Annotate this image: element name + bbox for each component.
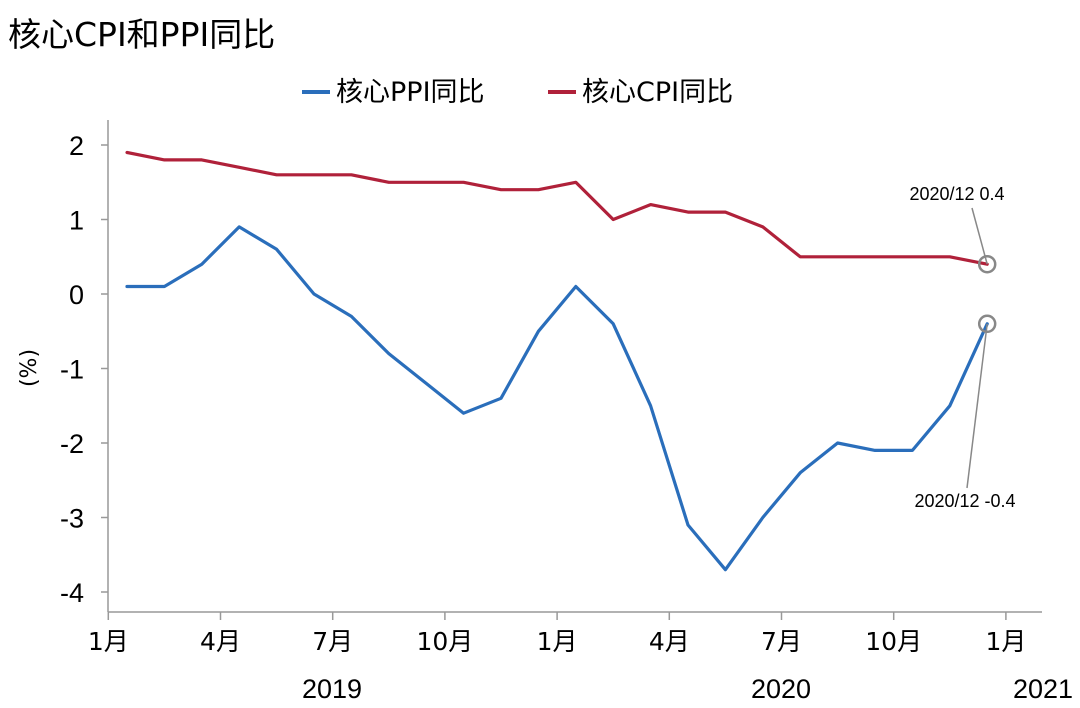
annotation-label: 2020/12 -0.4 xyxy=(914,491,1015,511)
legend-label-ppi: 核心PPI同比 xyxy=(336,77,485,108)
x-tick-label: 7月 xyxy=(312,627,353,656)
y-axis-label: (%) xyxy=(17,349,42,387)
annotation-leader xyxy=(971,207,988,265)
annotations: 2020/12 0.4 2020/12 -0.4 xyxy=(909,184,1015,511)
y-ticks: 2 1 0 -1 -2 -3 -4 xyxy=(60,131,108,608)
series-line-cpi xyxy=(125,150,989,266)
series-line-ppi xyxy=(125,225,989,572)
annotation-label: 2020/12 0.4 xyxy=(909,184,1004,204)
legend-label-cpi: 核心CPI同比 xyxy=(582,77,733,108)
x-tick-label: 10月 xyxy=(865,627,922,656)
annotation-marker xyxy=(977,314,997,334)
y-tick-label: -4 xyxy=(60,578,84,608)
y-tick-label: -2 xyxy=(60,429,84,459)
x-ticks: 1月 4月 7月 10月 1月 4月 7月 10月 1月 xyxy=(88,612,1026,656)
x-tick-label: 10月 xyxy=(416,627,473,656)
year-label: 2020 xyxy=(751,674,811,704)
x-tick-label: 4月 xyxy=(200,627,241,656)
axes xyxy=(107,120,1042,613)
y-tick-label: -3 xyxy=(60,504,84,534)
x-tick-label: 1月 xyxy=(985,627,1026,656)
series-lines xyxy=(125,150,989,572)
y-tick-label: 1 xyxy=(69,206,84,236)
legend: 核心PPI同比 核心CPI同比 xyxy=(302,77,733,108)
year-labels: 2019 2020 2021 xyxy=(302,674,1073,704)
x-tick-label: 1月 xyxy=(88,627,129,656)
annotation-leader xyxy=(966,323,988,489)
annotation-marker xyxy=(977,254,997,274)
y-tick-label: 2 xyxy=(69,131,84,161)
chart-title: 核心CPI和PPI同比 xyxy=(8,15,275,54)
x-tick-label: 1月 xyxy=(537,627,578,656)
x-tick-label: 7月 xyxy=(761,627,802,656)
x-tick-label: 4月 xyxy=(649,627,690,656)
y-tick-label: 0 xyxy=(69,280,84,310)
year-label: 2021 xyxy=(1013,674,1073,704)
year-label: 2019 xyxy=(302,674,362,704)
y-tick-label: -1 xyxy=(60,355,84,385)
